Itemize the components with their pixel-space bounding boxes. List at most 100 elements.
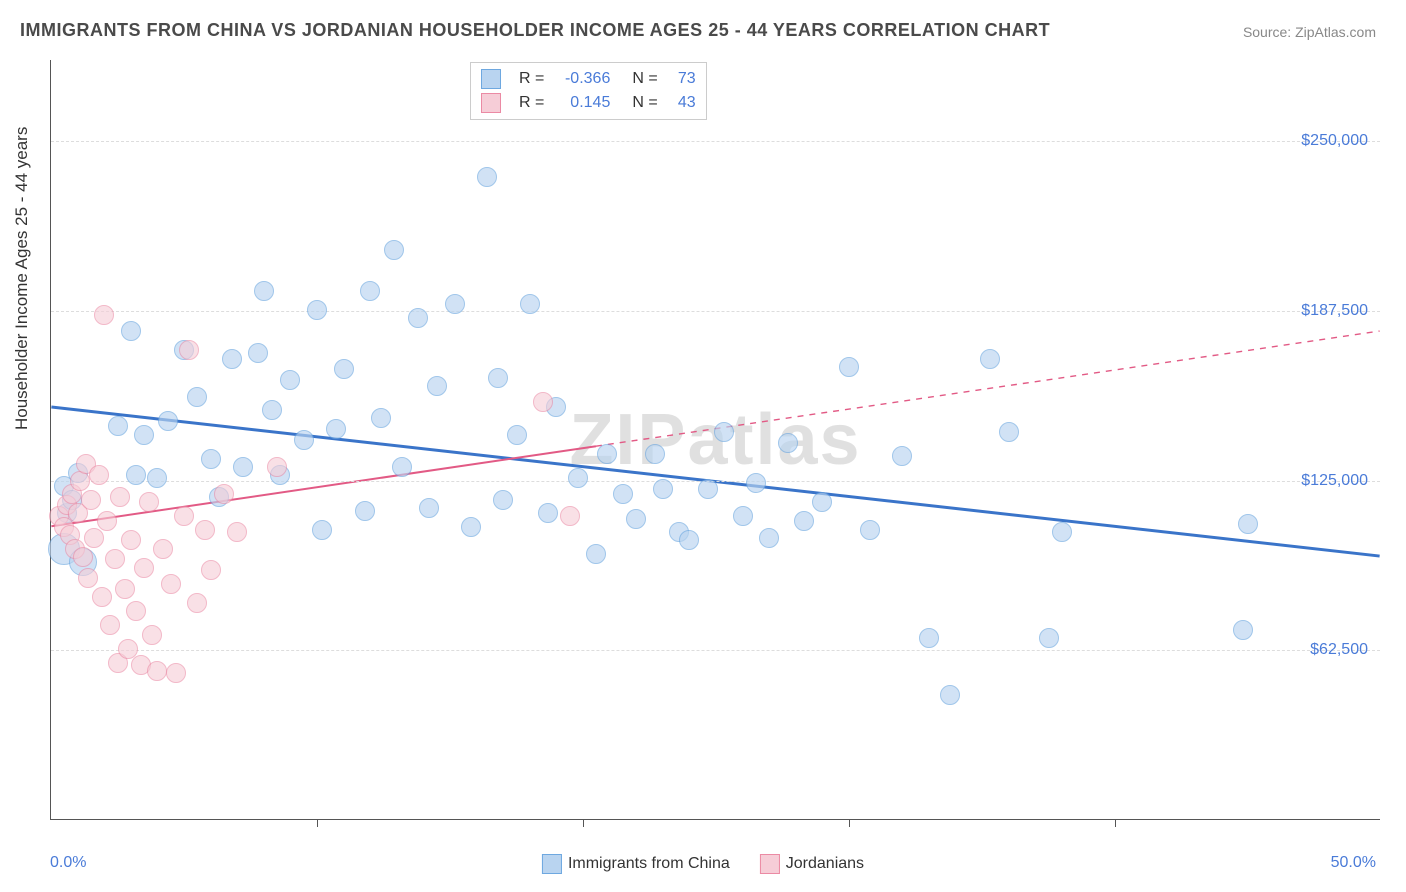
x-tick (583, 819, 584, 827)
data-point (334, 359, 354, 379)
data-point (778, 433, 798, 453)
data-point (759, 528, 779, 548)
data-point (195, 520, 215, 540)
data-point (89, 465, 109, 485)
r-label: R = (519, 94, 544, 112)
n-value: 43 (666, 94, 696, 112)
data-point (174, 506, 194, 526)
gridline (51, 311, 1380, 312)
data-point (507, 425, 527, 445)
data-point (892, 446, 912, 466)
data-point (142, 625, 162, 645)
legend-swatch (760, 854, 780, 874)
correlation-legend-row: R = 0.145 N = 43 (481, 91, 696, 115)
bottom-legend: Immigrants from China Jordanians (542, 854, 864, 874)
data-point (121, 321, 141, 341)
legend-label: Immigrants from China (568, 855, 730, 872)
x-axis-min-label: 0.0% (50, 854, 86, 872)
data-point (839, 357, 859, 377)
x-tick (317, 819, 318, 827)
chart-title: IMMIGRANTS FROM CHINA VS JORDANIAN HOUSE… (20, 20, 1050, 41)
r-value: 0.145 (552, 94, 610, 112)
data-point (227, 522, 247, 542)
data-point (214, 484, 234, 504)
data-point (746, 473, 766, 493)
data-point (280, 370, 300, 390)
y-axis-label: Householder Income Ages 25 - 44 years (12, 127, 32, 430)
data-point (520, 294, 540, 314)
data-point (560, 506, 580, 526)
n-label: N = (632, 94, 657, 112)
data-point (201, 449, 221, 469)
data-point (613, 484, 633, 504)
y-tick-label: $250,000 (1301, 132, 1368, 150)
data-point (161, 574, 181, 594)
data-point (1052, 522, 1072, 542)
data-point (326, 419, 346, 439)
data-point (147, 661, 167, 681)
data-point (139, 492, 159, 512)
r-value: -0.366 (552, 70, 610, 88)
data-point (371, 408, 391, 428)
gridline (51, 141, 1380, 142)
data-point (488, 368, 508, 388)
data-point (980, 349, 1000, 369)
data-point (267, 457, 287, 477)
data-point (158, 411, 178, 431)
data-point (254, 281, 274, 301)
data-point (248, 343, 268, 363)
data-point (179, 340, 199, 360)
y-tick-label: $62,500 (1310, 641, 1368, 659)
r-label: R = (519, 70, 544, 88)
data-point (222, 349, 242, 369)
data-point (445, 294, 465, 314)
data-point (812, 492, 832, 512)
data-point (134, 558, 154, 578)
y-tick-label: $187,500 (1301, 302, 1368, 320)
data-point (355, 501, 375, 521)
legend-swatch (481, 93, 501, 113)
data-point (78, 568, 98, 588)
data-point (187, 593, 207, 613)
data-point (153, 539, 173, 559)
correlation-legend: R = -0.366 N = 73 R = 0.145 N = 43 (470, 62, 707, 120)
data-point (714, 422, 734, 442)
data-point (493, 490, 513, 510)
data-point (108, 416, 128, 436)
data-point (626, 509, 646, 529)
data-point (1238, 514, 1258, 534)
data-point (94, 305, 114, 325)
data-point (533, 392, 553, 412)
data-point (92, 587, 112, 607)
data-point (105, 549, 125, 569)
data-point (1233, 620, 1253, 640)
data-point (568, 468, 588, 488)
data-point (1039, 628, 1059, 648)
data-point (597, 444, 617, 464)
data-point (201, 560, 221, 580)
data-point (81, 490, 101, 510)
data-point (698, 479, 718, 499)
x-tick (849, 819, 850, 827)
data-point (115, 579, 135, 599)
data-point (307, 300, 327, 320)
data-point (84, 528, 104, 548)
data-point (645, 444, 665, 464)
data-point (360, 281, 380, 301)
legend-item: Immigrants from China (542, 854, 730, 874)
data-point (733, 506, 753, 526)
legend-swatch (481, 69, 501, 89)
legend-item: Jordanians (760, 854, 864, 874)
plot-area: ZIPatlas $62,500$125,000$187,500$250,000 (50, 60, 1380, 820)
data-point (73, 547, 93, 567)
data-point (294, 430, 314, 450)
gridline (51, 650, 1380, 651)
n-value: 73 (666, 70, 696, 88)
data-point (586, 544, 606, 564)
correlation-legend-row: R =-0.366N =73 (481, 67, 696, 91)
legend-label: Jordanians (786, 855, 864, 872)
x-tick (1115, 819, 1116, 827)
data-point (384, 240, 404, 260)
data-point (187, 387, 207, 407)
legend-swatch (542, 854, 562, 874)
